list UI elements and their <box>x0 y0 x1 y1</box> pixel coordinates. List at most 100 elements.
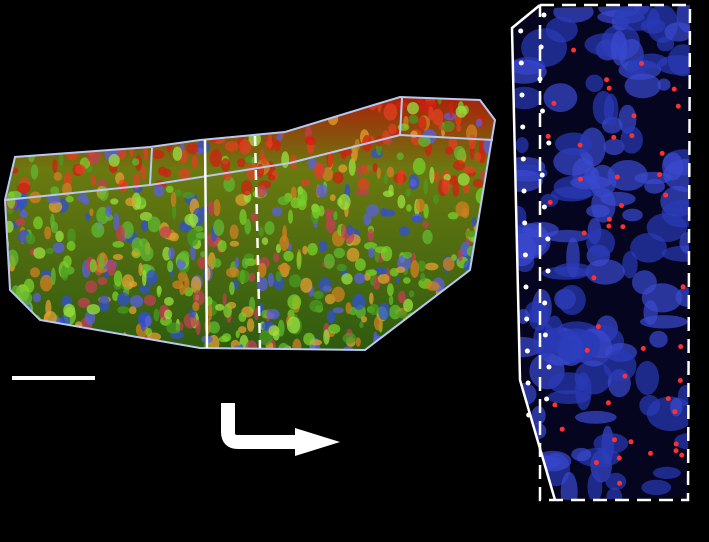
nucleus-center <box>611 134 617 140</box>
cell <box>30 267 40 278</box>
nucleus <box>603 350 637 382</box>
cell <box>322 167 333 182</box>
column-edge <box>510 4 557 501</box>
tissue-edge <box>399 97 403 136</box>
cell <box>275 271 282 282</box>
marker <box>540 108 545 114</box>
cell <box>65 195 74 203</box>
cell <box>254 307 259 321</box>
cell <box>355 188 370 196</box>
nucleus <box>545 16 578 43</box>
marker <box>537 76 543 82</box>
cell <box>288 209 293 224</box>
nucleus <box>585 74 604 93</box>
cell <box>368 303 380 316</box>
cell <box>468 134 476 150</box>
marker <box>542 300 548 306</box>
cell <box>311 204 321 219</box>
cell <box>192 302 200 312</box>
cell <box>217 240 227 253</box>
cell <box>193 225 204 232</box>
nucleus <box>649 330 668 348</box>
cell <box>85 212 91 221</box>
nucleus <box>635 53 668 69</box>
cell <box>182 191 195 199</box>
nucleus <box>571 447 592 462</box>
nucleus <box>644 178 665 194</box>
cell <box>329 194 336 202</box>
cell <box>33 216 43 230</box>
cell <box>274 139 281 152</box>
cell <box>195 319 201 335</box>
cell <box>463 166 476 174</box>
nucleus-center <box>673 441 679 447</box>
nucleus <box>585 259 625 285</box>
cell <box>376 167 381 179</box>
marker <box>520 156 526 162</box>
nucleus-center <box>629 133 635 139</box>
cell <box>244 218 251 235</box>
nucleus-center <box>628 439 634 445</box>
cell <box>422 229 433 245</box>
nucleus <box>653 466 681 479</box>
nucleus-center <box>606 85 612 91</box>
cell <box>53 172 63 181</box>
nucleus-center <box>617 480 623 486</box>
cell <box>309 299 324 313</box>
cell <box>130 295 144 308</box>
nucleus-center <box>671 86 677 92</box>
nucleus-center <box>584 347 590 353</box>
cell <box>372 162 378 173</box>
cell <box>331 286 345 303</box>
cell <box>374 267 388 275</box>
nucleus <box>622 251 638 279</box>
cell <box>457 249 463 262</box>
nucleus-center <box>595 324 601 330</box>
cell <box>63 303 76 318</box>
marker <box>524 316 530 322</box>
cell <box>139 284 151 295</box>
cell <box>52 242 65 254</box>
nucleus <box>575 410 617 424</box>
tissue-top-edge <box>4 133 494 201</box>
cell <box>77 297 91 308</box>
cell <box>113 212 120 231</box>
cell <box>261 237 269 246</box>
cell <box>348 158 356 176</box>
cell <box>381 130 390 145</box>
nucleus-center <box>577 142 583 148</box>
cell <box>360 316 368 323</box>
cell <box>239 139 252 155</box>
cell <box>195 232 207 239</box>
cell <box>423 203 429 219</box>
tissue-edge <box>149 147 153 186</box>
cell <box>250 212 258 222</box>
nucleus-center <box>672 409 678 415</box>
cell <box>229 224 239 240</box>
cell <box>464 230 478 238</box>
cell <box>341 273 353 285</box>
nucleus <box>622 208 643 222</box>
cell <box>366 164 372 172</box>
cell <box>98 255 105 270</box>
cell <box>357 164 363 178</box>
cell <box>108 153 120 167</box>
cell <box>313 290 324 300</box>
cell <box>105 205 112 218</box>
cell <box>140 245 154 262</box>
cell <box>50 186 60 196</box>
cell <box>46 195 61 204</box>
cell <box>323 209 335 216</box>
cell <box>266 308 280 320</box>
nucleus <box>512 86 542 110</box>
nucleus-center <box>545 133 551 139</box>
cell <box>112 254 124 260</box>
cell <box>192 290 205 306</box>
cell <box>332 307 344 314</box>
cell <box>417 260 426 272</box>
nucleus-center <box>606 223 612 229</box>
cell <box>396 277 400 284</box>
arrow-head <box>295 428 340 456</box>
cell <box>364 242 378 250</box>
cell <box>367 228 375 242</box>
